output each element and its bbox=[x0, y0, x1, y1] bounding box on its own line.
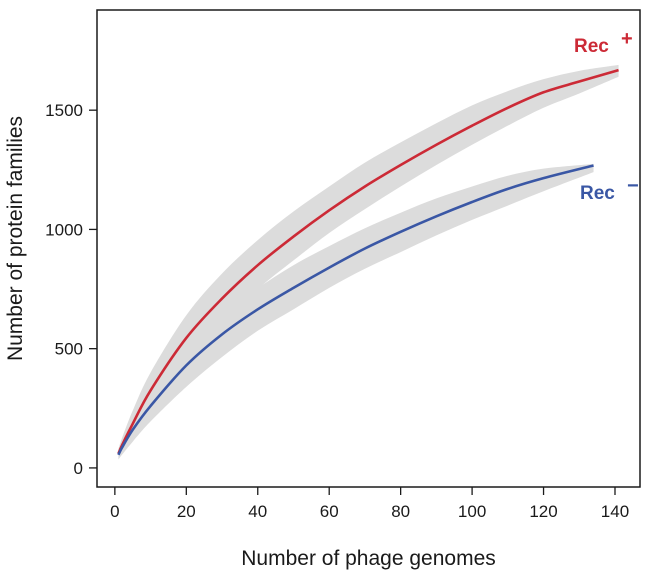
rec-plus-label-sign: + bbox=[621, 28, 633, 50]
y-tick-label: 500 bbox=[55, 340, 83, 359]
rec-minus-line bbox=[117, 164, 594, 456]
x-tick-label: 60 bbox=[320, 502, 339, 521]
x-tick-label: 40 bbox=[248, 502, 267, 521]
x-tick-label: 20 bbox=[177, 502, 196, 521]
plot-frame bbox=[96, 9, 641, 488]
rec-plus-line bbox=[117, 68, 619, 455]
axes: 0 20 40 60 80 100 120 140 0 500 1000 1500 bbox=[45, 101, 629, 521]
x-tick-label: 100 bbox=[458, 502, 486, 521]
x-tick-label: 80 bbox=[391, 502, 410, 521]
rec-minus-label: Rec bbox=[580, 183, 615, 204]
x-axis-title: Number of phage genomes bbox=[241, 547, 496, 570]
x-tick-label: 120 bbox=[529, 502, 557, 521]
confidence-bands bbox=[118, 64, 619, 460]
x-tick-label: 0 bbox=[110, 502, 119, 521]
y-tick-label: 0 bbox=[74, 459, 83, 478]
x-tick-label: 140 bbox=[601, 502, 629, 521]
rec-plus-label: Rec bbox=[574, 36, 609, 57]
y-axis-title: Number of protein families bbox=[4, 116, 27, 361]
y-tick-label: 1000 bbox=[45, 220, 83, 239]
rec-minus-label-sign: − bbox=[627, 175, 639, 197]
y-tick-label: 1500 bbox=[45, 101, 83, 120]
series-lines bbox=[117, 68, 619, 456]
series-labels: Rec +Rec − bbox=[574, 28, 639, 204]
